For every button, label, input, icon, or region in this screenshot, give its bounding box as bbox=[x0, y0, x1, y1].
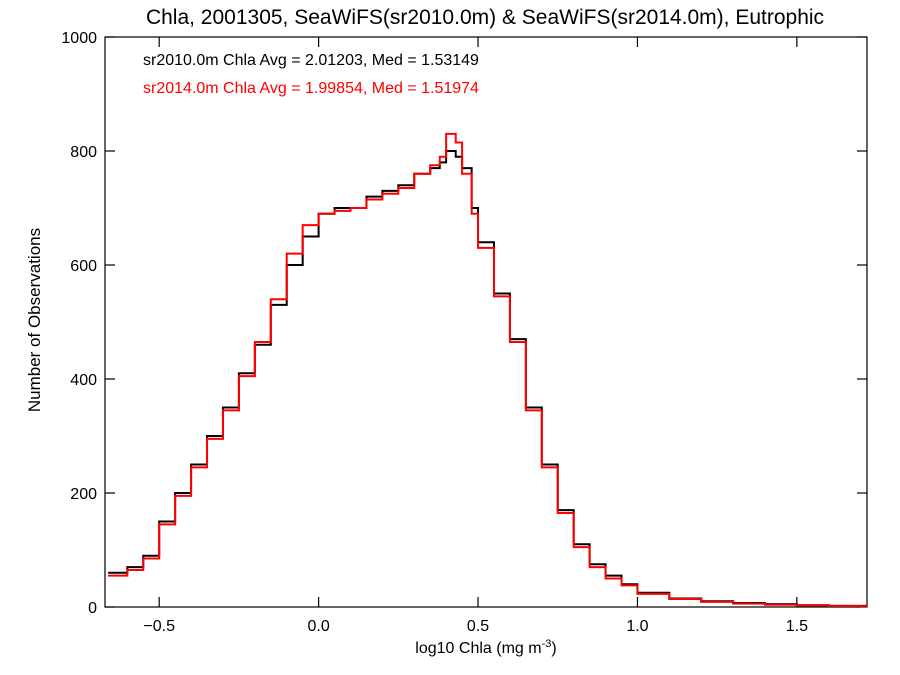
x-tick-label: 1.0 bbox=[626, 618, 648, 635]
x-tick-label: 0.0 bbox=[307, 618, 329, 635]
y-tick-label: 200 bbox=[70, 486, 97, 503]
series-line-sr2014 bbox=[108, 132, 867, 608]
x-axis-label-superscript: -3 bbox=[542, 638, 552, 650]
y-tick-label: 600 bbox=[70, 258, 97, 275]
x-axis-label: log10 Chla (mg m-3) bbox=[415, 638, 556, 657]
x-tick-label: −0.5 bbox=[143, 618, 175, 635]
series-line-sr2010 bbox=[108, 150, 867, 607]
y-axis: 0 200 400 600 800 1000 bbox=[61, 30, 867, 617]
y-tick-label: 800 bbox=[70, 144, 97, 161]
annotation-sr2010: sr2010.0m Chla Avg = 2.01203, Med = 1.53… bbox=[143, 52, 479, 69]
x-tick-label: 1.5 bbox=[786, 618, 808, 635]
y-tick-label: 400 bbox=[70, 372, 97, 389]
y-tick-label: 1000 bbox=[61, 30, 97, 47]
annotation-sr2014: sr2014.0m Chla Avg = 1.99854, Med = 1.51… bbox=[143, 80, 479, 97]
x-axis-label-suffix: ) bbox=[551, 640, 556, 657]
x-axis: −0.5 0.0 0.5 1.0 1.5 bbox=[143, 37, 808, 635]
series-layer bbox=[108, 132, 867, 608]
x-axis-label-main: log10 Chla (mg m bbox=[415, 640, 541, 657]
x-tick-label: 0.5 bbox=[467, 618, 489, 635]
chart-title: Chla, 2001305, SeaWiFS(sr2010.0m) & SeaW… bbox=[146, 6, 824, 29]
y-tick-label: 0 bbox=[88, 600, 97, 617]
plot-frame bbox=[104, 36, 868, 608]
y-axis-label: Number of Observations bbox=[25, 228, 44, 412]
